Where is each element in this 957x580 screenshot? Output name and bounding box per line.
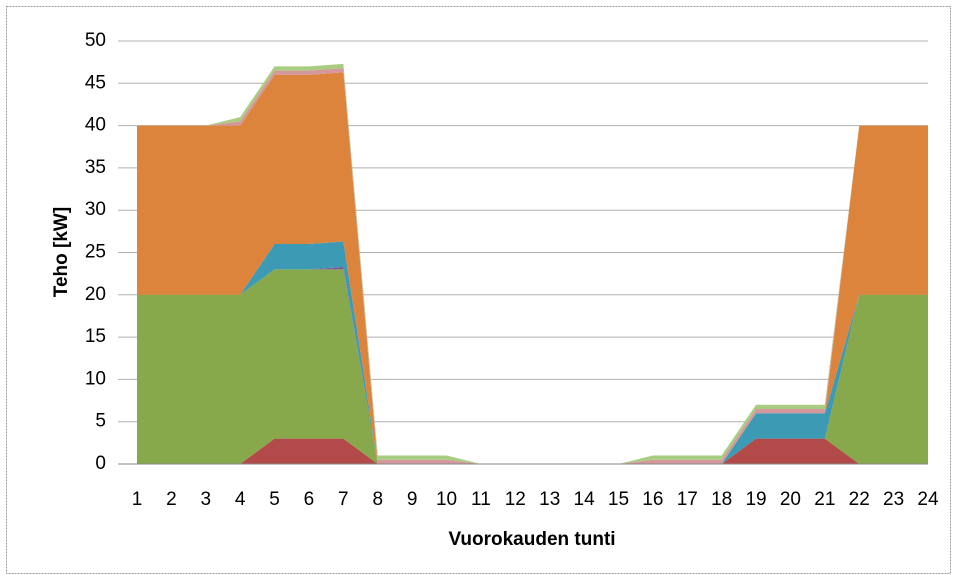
area [137,72,928,464]
x-tick-label: 14 [574,489,596,510]
y-tick-label: 50 [85,30,106,51]
x-tick-label: 24 [917,489,939,510]
y-tick-label: 5 [95,411,106,432]
x-tick-label: 15 [608,489,629,510]
x-tick-label: 2 [166,489,177,510]
y-axis-title: Teho [kW] [51,207,72,297]
x-tick-label: 17 [677,489,698,510]
x-tick-label: 22 [849,489,870,510]
x-tick-label: 7 [338,489,349,510]
x-tick-label: 16 [642,489,663,510]
x-tick-label: 19 [745,489,766,510]
x-tick-label: 3 [200,489,211,510]
area [137,269,928,464]
y-tick-label: 30 [85,199,106,220]
areas [137,63,928,465]
x-axis-title: Vuorokauden tunti [448,529,615,550]
y-tick-label: 25 [85,242,106,263]
area [137,438,928,464]
x-tick-label: 12 [505,489,526,510]
x-tick-label: 13 [539,489,560,510]
x-tick-label: 5 [269,489,280,510]
x-tick-label: 11 [471,489,491,510]
y-tick-label: 40 [85,115,106,136]
x-tick-label: 21 [814,489,835,510]
x-tick-label: 8 [372,489,383,510]
y-tick-label: 0 [95,453,106,474]
x-tick-label: 23 [883,489,904,510]
y-tick-label: 45 [85,72,106,93]
x-tick-label: 4 [235,489,246,510]
x-tick-label: 9 [407,489,418,510]
y-tick-label: 15 [85,326,106,347]
x-tick-label: 10 [436,489,457,510]
x-tick-label: 6 [304,489,315,510]
x-tick-label: 1 [132,489,143,510]
x-tick-label: 18 [711,489,732,510]
y-tick-label: 20 [85,284,106,305]
x-tick-label: 20 [780,489,801,510]
y-tick-label: 35 [85,157,106,178]
y-tick-label: 10 [85,368,106,389]
